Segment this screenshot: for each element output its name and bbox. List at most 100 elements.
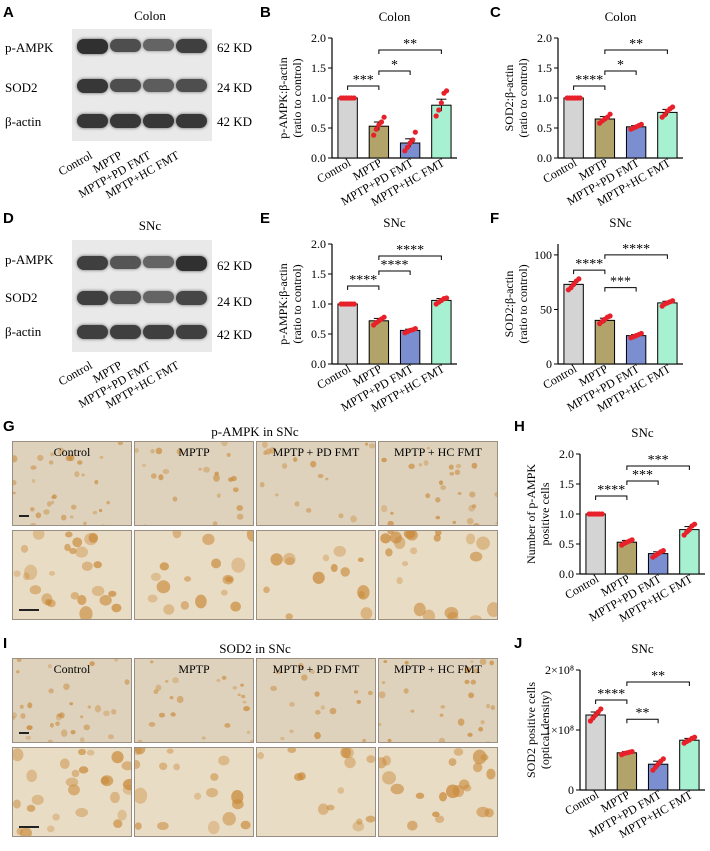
y-tick-label: 100	[534, 248, 552, 262]
stained-cell	[65, 777, 79, 787]
stained-cell	[432, 811, 440, 818]
micrograph	[378, 530, 498, 620]
significance-bracket	[378, 49, 442, 54]
blot-band	[110, 291, 141, 304]
stained-cell	[356, 818, 363, 825]
stained-cell	[75, 546, 89, 558]
stained-cell	[473, 522, 480, 525]
stained-cell	[60, 514, 67, 521]
scale-bar	[19, 826, 39, 828]
stained-cell	[158, 712, 166, 718]
bar	[657, 302, 678, 365]
bar-chart-e: SNc p-AMPK:β-actin(ratio to control) 0.0 0.…	[262, 206, 488, 415]
stained-cell	[195, 594, 207, 609]
blot-band	[110, 256, 141, 269]
stained-cell	[394, 536, 406, 550]
stained-cell	[13, 570, 21, 578]
tissue-texture	[147, 531, 253, 615]
stained-cell	[65, 531, 73, 538]
stained-cell	[390, 511, 394, 515]
stained-cell	[294, 501, 300, 507]
stained-cell	[220, 589, 228, 596]
chart-svg: Colon p-AMPK:β-actin(ratio to control) 0.0…	[276, 9, 457, 209]
stained-cell	[470, 679, 477, 685]
data-point	[638, 121, 644, 127]
stained-cell	[59, 758, 70, 770]
panel-letter-e: E	[260, 210, 271, 227]
stained-cell	[423, 460, 429, 466]
stained-cell	[64, 543, 71, 552]
chart-svg: Colon SOD2:β-actin(ratio to control) 0.0 0.…	[502, 9, 683, 209]
blot-title: SNc	[138, 218, 162, 233]
tissue-texture	[380, 531, 497, 619]
stained-cell	[404, 660, 409, 665]
y-tick-label: 1×10⁸	[545, 723, 574, 737]
y-tick-label: 1.5	[311, 61, 326, 75]
stained-cell	[259, 481, 265, 488]
stained-cell	[410, 709, 415, 713]
y-tick-label: 2.0	[559, 447, 574, 461]
y-tick-label: 1.0	[559, 507, 574, 521]
stained-cell	[35, 512, 42, 519]
stained-cell	[333, 545, 347, 557]
stained-cell	[30, 465, 37, 470]
data-point	[373, 126, 379, 132]
stained-cell	[114, 659, 119, 662]
blot-band	[110, 79, 141, 93]
stained-cell	[317, 473, 324, 479]
data-point	[629, 749, 635, 755]
stained-cell	[366, 755, 375, 763]
significance-label: ****	[575, 73, 603, 88]
significance-label: *	[617, 58, 624, 73]
stained-cell	[55, 713, 62, 721]
data-point	[433, 113, 439, 119]
stained-cell	[13, 715, 16, 721]
stained-cell	[310, 670, 315, 674]
y-axis-label: p-AMPK:β-actin(ratio to control)	[276, 57, 304, 138]
data-point	[599, 511, 605, 517]
stained-cell	[26, 804, 36, 812]
stained-cell	[222, 574, 234, 585]
stained-cell	[50, 500, 55, 505]
stained-cell	[407, 820, 418, 831]
significance-label: ***	[353, 73, 374, 88]
tissue-texture	[13, 442, 124, 525]
stained-cell	[81, 473, 85, 477]
stained-cell	[447, 611, 459, 619]
stained-cell	[449, 472, 455, 476]
stained-cell	[70, 730, 76, 735]
stained-cell	[301, 674, 308, 681]
stained-cell	[338, 513, 344, 519]
stained-cell	[473, 668, 479, 674]
stained-cell	[479, 659, 487, 665]
stained-cell	[55, 721, 60, 726]
stained-cell	[74, 471, 80, 478]
stained-cell	[379, 757, 387, 769]
significance-label: ****	[597, 687, 625, 702]
blot-band	[77, 256, 108, 270]
stained-cell	[213, 474, 220, 482]
stained-cell	[19, 704, 24, 709]
data-point	[351, 95, 357, 101]
stained-cell	[312, 571, 325, 584]
stained-cell	[369, 443, 375, 449]
stained-cell	[263, 450, 268, 456]
stained-cell	[330, 563, 338, 573]
data-point	[598, 706, 604, 712]
significance-bracket	[378, 270, 411, 275]
blot-band	[176, 325, 207, 339]
stained-cell	[206, 787, 219, 798]
bar-chart-h: SNc Number of p-AMPKpositive cells 0.0 0.5 1…	[510, 416, 710, 628]
stained-cell	[280, 736, 285, 741]
stained-cell	[164, 680, 169, 683]
stained-cell	[117, 442, 124, 446]
blot-band	[143, 39, 174, 52]
stained-cell	[46, 501, 52, 507]
stained-cell	[494, 491, 497, 497]
stained-cell	[434, 815, 445, 824]
chart-title: SNc	[631, 641, 654, 656]
stained-cell	[486, 741, 490, 742]
stained-cell	[216, 493, 221, 498]
stained-cell	[438, 737, 446, 742]
stained-cell	[25, 735, 32, 740]
